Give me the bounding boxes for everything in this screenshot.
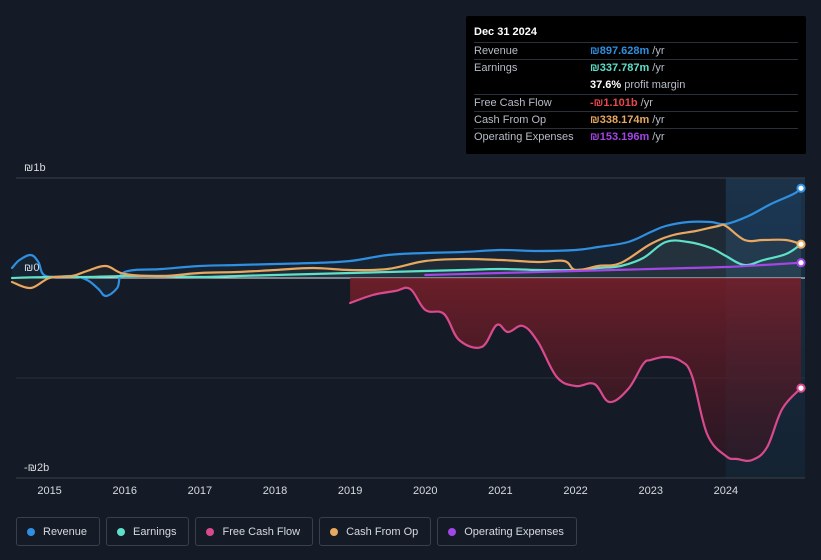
tooltip-value: ₪337.787m — [590, 62, 650, 75]
y-tick-label: ₪0 — [24, 262, 39, 274]
tooltip-unit: /yr — [652, 113, 665, 126]
x-tick-label: 2015 — [37, 485, 61, 497]
x-tick-label: 2024 — [714, 485, 738, 497]
legend-label: Operating Expenses — [464, 525, 564, 538]
legend-dot-icon — [206, 527, 215, 536]
cash-from-op-end-marker — [796, 239, 806, 249]
tooltip-row: Revenue ₪897.628m/yr — [474, 42, 798, 59]
tooltip-label: Earnings — [474, 62, 518, 75]
revenue-area — [12, 188, 801, 297]
x-tick-label: 2023 — [638, 485, 662, 497]
x-tick-label: 2018 — [263, 485, 287, 497]
tooltip-label: Free Cash Flow — [474, 96, 552, 109]
tooltip-row: Free Cash Flow -₪1.101b/yr — [474, 93, 798, 111]
y-tick-label: -₪2b — [24, 462, 49, 474]
x-tick-label: 2020 — [413, 485, 437, 497]
chart-legend: Revenue Earnings Free Cash Flow Cash From O… — [16, 517, 577, 546]
x-tick-label: 2021 — [488, 485, 512, 497]
legend-dot-icon — [117, 527, 126, 536]
legend-label: Free Cash Flow — [222, 525, 301, 538]
free-cash-flow-line — [349, 286, 803, 462]
legend-item-operating-expenses[interactable]: Operating Expenses — [437, 517, 577, 546]
legend-label: Revenue — [43, 525, 88, 538]
tooltip-label: Operating Expenses — [474, 131, 574, 144]
x-tick-label: 2019 — [338, 485, 362, 497]
revenue-end-marker — [796, 183, 806, 193]
legend-label: Cash From Op — [346, 525, 419, 538]
operating-expenses-end-marker — [796, 258, 806, 268]
operating-expenses-line — [424, 261, 803, 277]
tooltip-label: Revenue — [474, 45, 519, 58]
legend-item-cash-from-op[interactable]: Cash From Op — [319, 517, 432, 546]
tooltip-row: Cash From Op ₪338.174m/yr — [474, 110, 798, 128]
legend-label: Earnings — [133, 525, 177, 538]
tooltip-value: ₪897.628m — [590, 45, 650, 58]
legend-item-earnings[interactable]: Earnings — [106, 517, 190, 546]
data-tooltip: Dec 31 2024 Revenue ₪897.628m/yr Earnings ₪… — [466, 16, 806, 154]
legend-item-free-cash-flow[interactable]: Free Cash Flow — [195, 517, 314, 546]
tooltip-row: Earnings ₪337.787m/yr — [474, 59, 798, 76]
cash-from-op-area — [12, 224, 801, 289]
legend-dot-icon — [330, 527, 339, 536]
tooltip-row: Operating Expenses ₪153.196m/yr — [474, 127, 798, 145]
legend-dot-icon — [448, 527, 457, 536]
tooltip-label: Cash From Op — [474, 113, 547, 126]
tooltip-date: Dec 31 2024 — [474, 26, 537, 38]
y-tick-label: ₪1b — [24, 162, 46, 174]
free-cash-flow-area — [350, 278, 801, 461]
legend-dot-icon — [27, 527, 35, 536]
free-cash-flow-end-marker — [796, 383, 806, 393]
tooltip-value: ₪338.174m — [590, 113, 650, 126]
x-tick-label: 2022 — [563, 485, 587, 497]
tooltip-unit: /yr — [652, 131, 665, 144]
tooltip-unit: /yr — [640, 96, 653, 109]
x-tick-label: 2017 — [188, 485, 212, 497]
tooltip-unit: /yr — [652, 62, 665, 75]
tooltip-unit: /yr — [652, 45, 665, 58]
legend-item-revenue[interactable]: Revenue — [16, 517, 101, 546]
tooltip-value: 37.6% — [590, 78, 622, 91]
tooltip-value: ₪153.196m — [590, 131, 650, 144]
tooltip-unit: profit margin — [624, 78, 686, 91]
cash-from-op-line — [10, 223, 803, 290]
x-tick-label: 2016 — [112, 485, 136, 497]
tooltip-row: 37.6% profit margin — [474, 76, 798, 93]
tooltip-value: -₪1.101b — [590, 96, 638, 109]
